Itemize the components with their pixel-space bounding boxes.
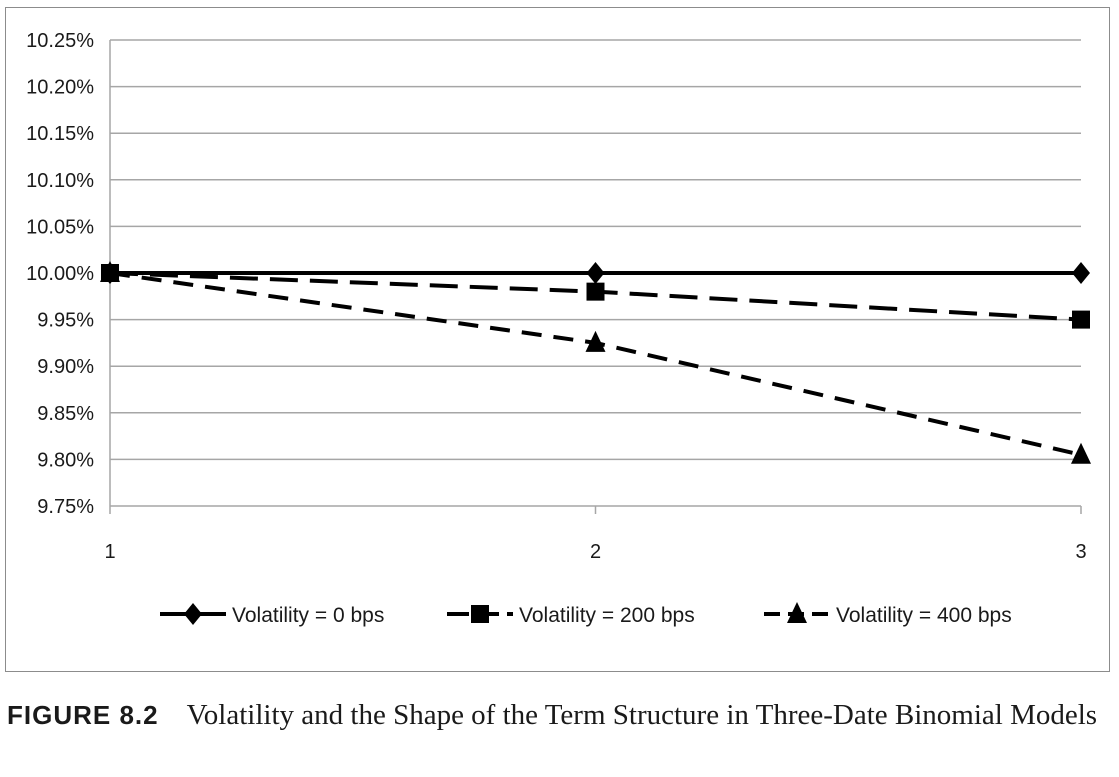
legend-label: Volatility = 200 bps xyxy=(519,604,695,627)
y-tick-label: 10.05% xyxy=(26,216,94,238)
triangle-marker xyxy=(100,261,120,282)
y-tick-label: 10.00% xyxy=(26,263,94,285)
axes: 10.25% 10.20% 10.15% 10.10% 10.05% 10.00% 9.95… xyxy=(26,30,1086,563)
y-tick-label: 10.15% xyxy=(26,123,94,145)
diamond-marker xyxy=(1072,262,1090,284)
y-tick-label: 9.95% xyxy=(37,310,94,332)
chart-frame xyxy=(5,7,1110,672)
y-tick-label: 10.25% xyxy=(26,30,94,52)
figure-caption: FIGURE 8.2 Volatility and the Shape of th… xyxy=(7,698,1107,732)
legend-label: Volatility = 400 bps xyxy=(836,604,1012,627)
x-tick-label: 1 xyxy=(104,541,115,563)
triangle-marker xyxy=(585,330,606,352)
y-tick-label: 10.10% xyxy=(26,170,94,192)
x-tick-label: 2 xyxy=(590,541,601,563)
y-tick-label: 9.75% xyxy=(37,496,94,518)
diamond-marker xyxy=(184,603,202,625)
triangle-marker xyxy=(787,602,807,623)
y-tick-label: 9.85% xyxy=(37,403,94,425)
line-chart: 10.25% 10.20% 10.15% 10.10% 10.05% 10.00% 9.95… xyxy=(26,30,1091,627)
legend-label: Volatility = 0 bps xyxy=(232,604,384,627)
figure-caption-text: Volatility and the Shape of the Term Str… xyxy=(186,699,1098,731)
square-marker xyxy=(1072,310,1090,329)
y-tick-label: 10.20% xyxy=(26,77,94,99)
square-marker xyxy=(586,282,605,301)
x-tick-label: 3 xyxy=(1075,541,1086,563)
legend: Volatility = 0 bps Volatility = 200 bps Vo… xyxy=(160,602,1012,627)
y-tick-label: 9.80% xyxy=(37,449,94,471)
triangle-marker xyxy=(1071,442,1091,464)
y-tick-label: 9.90% xyxy=(37,356,94,378)
square-marker xyxy=(471,605,489,623)
diamond-marker xyxy=(586,262,605,284)
figure-label: FIGURE 8.2 xyxy=(7,700,159,730)
series xyxy=(100,261,1091,464)
